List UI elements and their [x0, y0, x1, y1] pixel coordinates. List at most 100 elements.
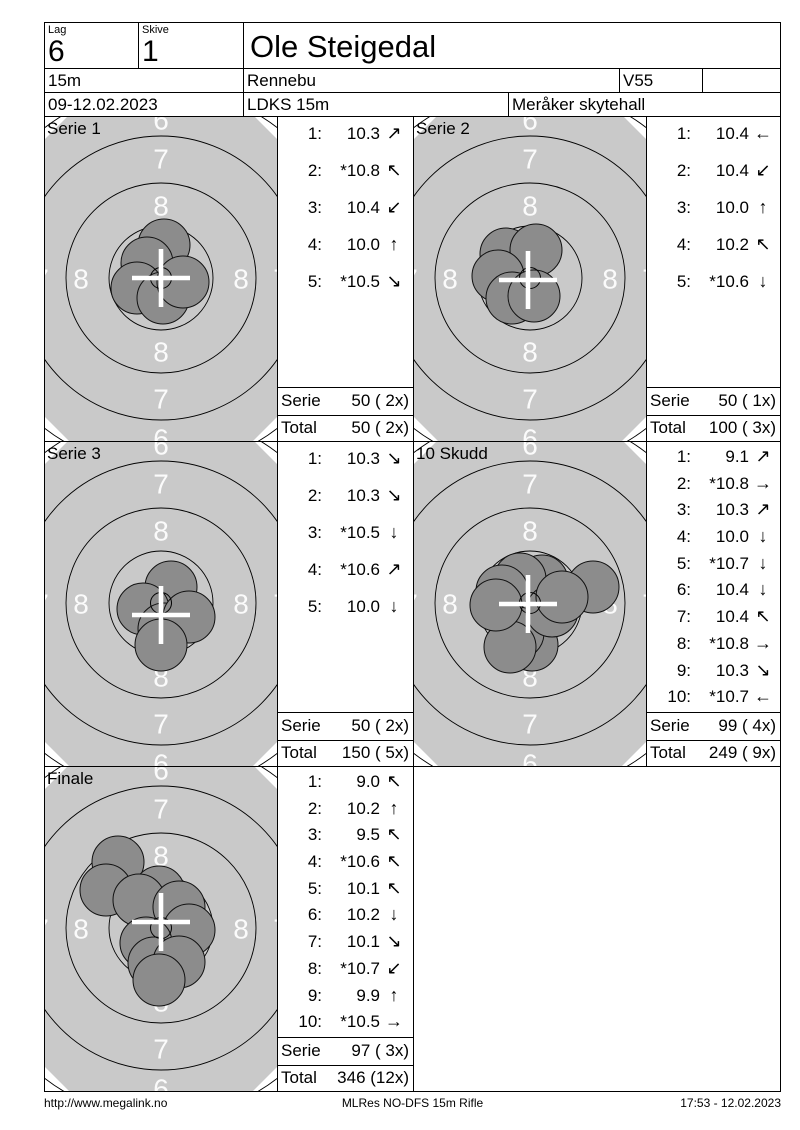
shot-row: 7: 10.4 ↖ — [647, 604, 780, 631]
ring-label: 7 — [273, 264, 277, 295]
ring-label: 7 — [522, 469, 538, 500]
shot-row: 4: 10.0 ↑ — [278, 230, 413, 267]
ring-label: 8 — [233, 914, 249, 945]
total-row: Total 249 ( 9x) — [647, 740, 780, 766]
serie-label: Serie — [281, 716, 321, 735]
ring-label: 7 — [414, 589, 418, 620]
venue: Meråker skytehall — [512, 95, 646, 114]
shot-row: 6: 10.4 ↓ — [647, 577, 780, 604]
shot-number: 3: — [307, 198, 322, 217]
serie-row: Serie 50 ( 1x) — [647, 387, 780, 415]
ring-label: 6 — [522, 749, 538, 767]
skive-value: 1 — [142, 35, 159, 68]
shot-number: 3: — [676, 500, 691, 520]
ring-label: 8 — [153, 516, 169, 547]
lag-label: Lag — [48, 24, 67, 36]
ring-label: 7 — [153, 144, 169, 175]
ring-label: 8 — [73, 264, 89, 295]
deviation-arrow-icon: ↓ — [758, 526, 768, 547]
serie-row: Serie 50 ( 2x) — [278, 387, 413, 415]
ring-circle — [414, 135, 646, 421]
serie-label: Serie — [650, 391, 690, 410]
shot-number: 10: — [298, 1012, 322, 1032]
ring-circle — [434, 507, 626, 699]
deviation-arrow-icon: ↑ — [389, 234, 399, 254]
shot-value: *10.8 — [340, 161, 380, 180]
deviation-arrow-icon: → — [385, 1011, 403, 1032]
deviation-arrow-icon: ↑ — [389, 797, 399, 818]
shot-number: 2: — [676, 161, 691, 180]
serie-row: Serie 99 ( 4x) — [647, 712, 780, 740]
ring-label: 6 — [153, 424, 169, 442]
shot-number: 10: — [667, 687, 691, 707]
shot-row: 1: 9.1 ↗ — [647, 444, 780, 471]
shot-number: 9: — [676, 660, 691, 680]
shot-number: 8: — [307, 958, 322, 978]
shot-value: 10.1 — [346, 878, 380, 898]
shot-value: 10.4 — [715, 161, 749, 180]
shot-row: 5: *10.7 ↓ — [647, 551, 780, 578]
ring-label: 7 — [642, 264, 646, 295]
serie-value: 99 ( 4x) — [718, 716, 776, 735]
club: Rennebu — [247, 71, 317, 90]
total-value: 346 (12x) — [337, 1068, 409, 1087]
deviation-arrow-icon: ← — [754, 686, 772, 707]
ring-label: 6 — [153, 1074, 169, 1092]
serie-label: Serie — [281, 391, 321, 410]
shot-number: 6: — [676, 580, 691, 600]
deviation-arrow-icon: ↖ — [386, 877, 402, 898]
ring-label: 8 — [522, 337, 538, 368]
shot-row: 4: 10.2 ↖ — [647, 230, 780, 267]
shot-value: 10.4 — [715, 607, 749, 627]
total-row: Total 100 ( 3x) — [647, 415, 780, 441]
shot-number: 8: — [676, 633, 691, 653]
shot-number: 1: — [676, 447, 691, 466]
shooter-class: V55 — [623, 71, 654, 90]
scores-finale: 1: 9.0 ↖ 2: 10.2 ↑ 3: 9.5 ↖ 4: *10.6 ↖ 5: 10.1 ↖ 6: 10.2… — [277, 766, 414, 1092]
header-skive-cell: Skive 1 — [138, 22, 244, 69]
shot-row: 7: 10.1 ↘ — [278, 929, 413, 956]
shot-hole — [132, 953, 186, 1007]
shot-row: 4: *10.6 ↗ — [278, 555, 413, 592]
panel-title: Finale — [47, 769, 94, 788]
target-face: 6788887677 — [45, 767, 277, 1091]
target-serie-3: 6788887677 Serie 3 — [44, 441, 278, 767]
footer-url: http://www.megalink.no — [44, 1096, 168, 1110]
panel-title: Serie 1 — [47, 119, 101, 138]
shot-value: *10.6 — [709, 272, 749, 291]
shot-number: 1: — [307, 449, 322, 468]
shot-value: *10.5 — [340, 523, 380, 542]
ring-label: 6 — [522, 442, 538, 461]
shot-value: *10.6 — [340, 852, 380, 872]
shot-number: 4: — [676, 235, 691, 254]
serie-row: Serie 97 ( 3x) — [278, 1037, 413, 1065]
shot-value: *10.8 — [709, 473, 749, 493]
serie-row: Serie 50 ( 2x) — [278, 712, 413, 740]
ring-label: 8 — [442, 264, 458, 295]
ring-circle — [45, 460, 277, 746]
ring-label: 6 — [153, 749, 169, 767]
shot-value: 9.5 — [356, 825, 380, 845]
shot-value: *10.5 — [340, 1012, 380, 1032]
shot-value: 10.0 — [715, 527, 749, 547]
total-row: Total 150 ( 5x) — [278, 740, 413, 766]
total-label: Total — [281, 418, 317, 437]
ring-circle — [65, 182, 257, 374]
ring-label: 7 — [45, 914, 49, 945]
total-value: 249 ( 9x) — [708, 743, 776, 762]
shot-value: 10.0 — [715, 198, 749, 217]
serie-label: Serie — [650, 716, 690, 735]
panel-title: Serie 2 — [416, 119, 470, 138]
ring-label: 7 — [153, 469, 169, 500]
shot-row: 10: *10.5 → — [278, 1009, 413, 1036]
deviation-arrow-icon: ↓ — [758, 271, 768, 291]
shot-row: 2: *10.8 ↖ — [278, 156, 413, 193]
target-serie-2: 6788887677 Serie 2 — [413, 116, 647, 442]
deviation-arrow-icon: ↘ — [386, 931, 402, 952]
shot-value: 10.2 — [346, 798, 380, 818]
target-face: 6788887677 — [414, 117, 646, 441]
total-row: Total 50 ( 2x) — [278, 415, 413, 441]
shot-value: 10.4 — [715, 580, 749, 600]
ring-label: 7 — [414, 264, 418, 295]
deviation-arrow-icon: ↙ — [386, 197, 402, 217]
